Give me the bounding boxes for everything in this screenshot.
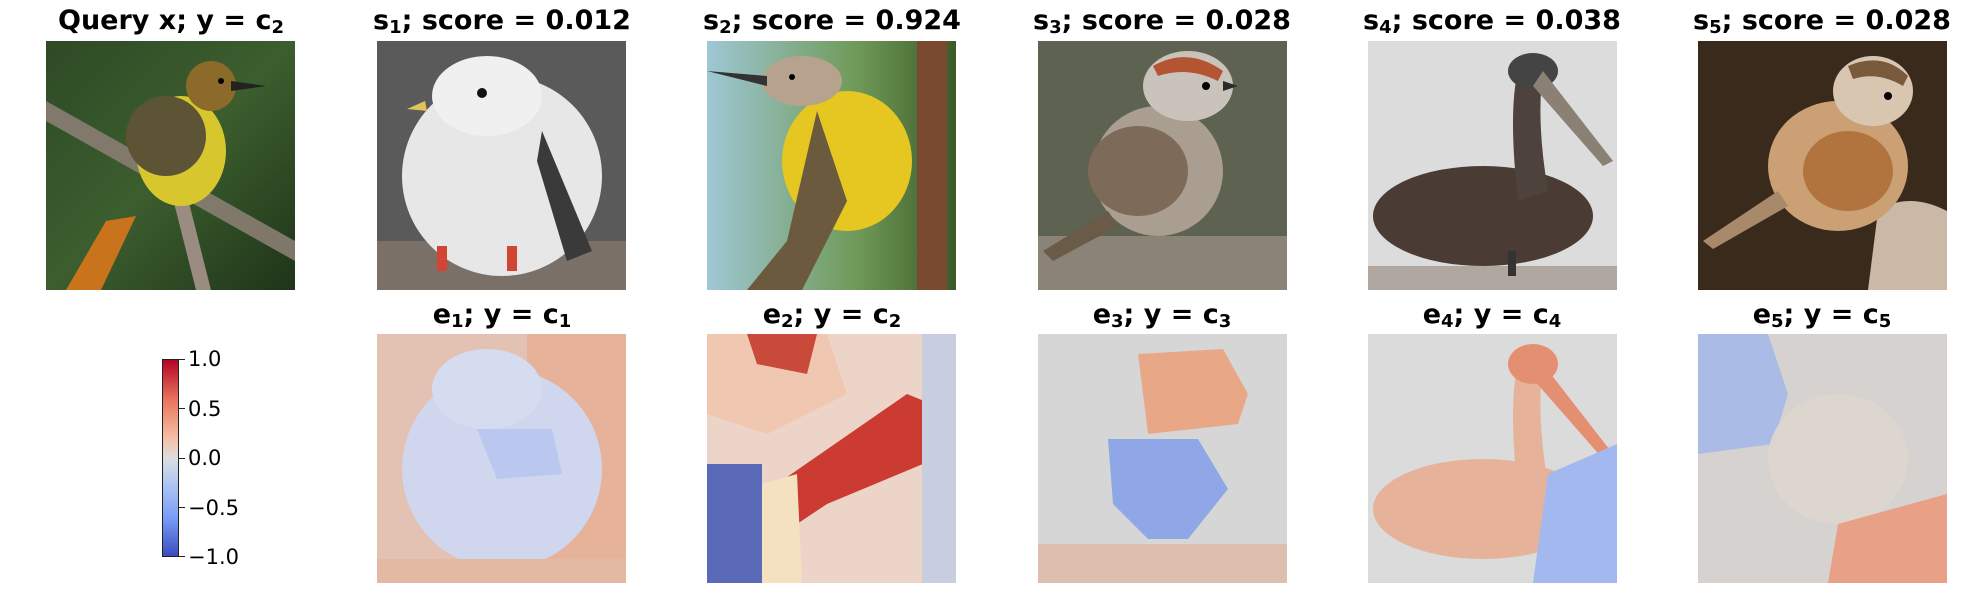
- colorbar: [162, 359, 179, 557]
- colorbar-tick: [179, 556, 185, 557]
- sample-4-title: s4; score = 0.038: [1363, 5, 1621, 38]
- sample-1-title: s1; score = 0.012: [373, 5, 631, 38]
- colorbar-tick: [179, 408, 185, 409]
- explanation-1-heatmap: [377, 334, 626, 583]
- colorbar-tick: [179, 507, 185, 508]
- sample-2-image: [707, 41, 956, 290]
- query-image: [46, 41, 295, 290]
- colorbar-tick-label: 0.5: [188, 397, 222, 421]
- colorbar-tick-label: −0.5: [188, 496, 239, 520]
- colorbar-tick: [179, 359, 185, 360]
- sample-1-image: [377, 41, 626, 290]
- colorbar-tick: [179, 458, 185, 459]
- sample-5-title: s5; score = 0.028: [1693, 5, 1951, 38]
- colorbar-tick-label: 0.0: [188, 446, 222, 470]
- query-title: Query x; y = c2: [58, 5, 284, 38]
- sample-3-image: [1038, 41, 1287, 290]
- explanation-1-title: e1; y = c1: [432, 299, 572, 332]
- explanation-3-heatmap: [1038, 334, 1287, 583]
- explanation-2-heatmap: [707, 334, 956, 583]
- explanation-5-title: e5; y = c5: [1752, 299, 1892, 332]
- explanation-4-title: e4; y = c4: [1422, 299, 1562, 332]
- colorbar-tick-label: 1.0: [188, 347, 222, 371]
- explanation-2-title: e2; y = c2: [762, 299, 902, 332]
- explanation-4-heatmap: [1368, 334, 1617, 583]
- sample-5-image: [1698, 41, 1947, 290]
- sample-4-image: [1368, 41, 1617, 290]
- explanation-3-title: e3; y = c3: [1092, 299, 1232, 332]
- sample-3-title: s3; score = 0.028: [1033, 5, 1291, 38]
- explanation-5-heatmap: [1698, 334, 1947, 583]
- colorbar-tick-label: −1.0: [188, 545, 239, 569]
- sample-2-title: s2; score = 0.924: [703, 5, 961, 38]
